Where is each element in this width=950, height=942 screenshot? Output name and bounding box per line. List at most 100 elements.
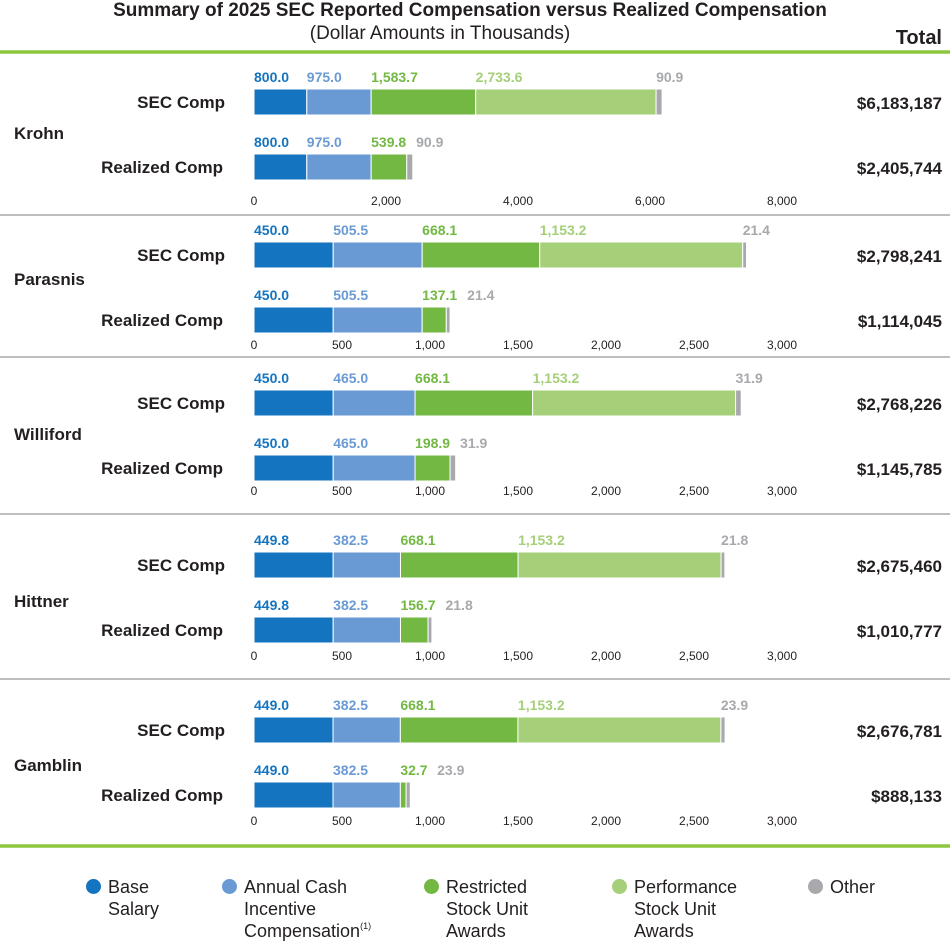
x-tick-label: 6,000 bbox=[635, 194, 665, 208]
data-label-other: 21.8 bbox=[445, 597, 472, 613]
row-label: SEC Comp bbox=[137, 394, 225, 413]
x-tick-label: 2,500 bbox=[679, 649, 709, 663]
bar-segment-psu bbox=[475, 88, 657, 116]
data-label-rsu: 1,583.7 bbox=[371, 69, 418, 85]
data-label-rsu: 539.8 bbox=[371, 134, 406, 150]
row-label: SEC Comp bbox=[137, 556, 225, 575]
x-tick-label: 2,000 bbox=[591, 814, 621, 828]
row-label: Realized Comp bbox=[101, 786, 223, 805]
bar-segment-other bbox=[405, 781, 411, 809]
data-label-base-salary: 800.0 bbox=[254, 69, 289, 85]
bar-segment-annual-cash bbox=[332, 551, 401, 579]
x-tick-label: 1,500 bbox=[503, 649, 533, 663]
data-label-psu: 1,153.2 bbox=[540, 222, 587, 238]
data-label-other: 21.4 bbox=[743, 222, 770, 238]
legend-item-other: Other bbox=[808, 876, 875, 898]
bar-segment-rsu bbox=[399, 616, 429, 644]
bar-segment-base-salary bbox=[253, 241, 334, 269]
data-label-annual-cash: 505.5 bbox=[333, 287, 368, 303]
bar-segment-annual-cash bbox=[332, 389, 416, 417]
x-tick-label: 3,000 bbox=[767, 814, 797, 828]
bar-segment-other bbox=[720, 551, 726, 579]
x-tick-label: 3,000 bbox=[767, 484, 797, 498]
data-label-other: 31.9 bbox=[736, 370, 763, 386]
data-label-base-salary: 449.0 bbox=[254, 697, 289, 713]
data-label-annual-cash: 382.5 bbox=[333, 697, 368, 713]
bar-segment-rsu bbox=[399, 781, 407, 809]
x-tick-label: 1,500 bbox=[503, 338, 533, 352]
bar-segment-rsu bbox=[414, 389, 534, 417]
row-label: Realized Comp bbox=[101, 311, 223, 330]
x-tick-label: 3,000 bbox=[767, 338, 797, 352]
data-label-rsu: 137.1 bbox=[422, 287, 457, 303]
data-label-annual-cash: 382.5 bbox=[333, 762, 368, 778]
data-label-base-salary: 450.0 bbox=[254, 435, 289, 451]
bar-segment-base-salary bbox=[253, 454, 334, 482]
bar-segment-other bbox=[427, 616, 433, 644]
row-total: $1,010,777 bbox=[857, 622, 942, 641]
bar-segment-annual-cash bbox=[332, 781, 401, 809]
bar-segment-annual-cash bbox=[332, 306, 423, 334]
x-tick-label: 2,000 bbox=[591, 649, 621, 663]
bar-segment-base-salary bbox=[253, 389, 334, 417]
data-label-annual-cash: 465.0 bbox=[333, 435, 368, 451]
data-label-base-salary: 449.0 bbox=[254, 762, 289, 778]
chart-title: Summary of 2025 SEC Reported Compensatio… bbox=[113, 0, 827, 21]
data-label-annual-cash: 505.5 bbox=[333, 222, 368, 238]
x-tick-label: 1,500 bbox=[503, 814, 533, 828]
x-tick-label: 2,500 bbox=[679, 484, 709, 498]
bar-segment-psu bbox=[532, 389, 737, 417]
bar-segment-rsu bbox=[399, 716, 519, 744]
data-label-rsu: 156.7 bbox=[400, 597, 435, 613]
executive-name: Williford bbox=[14, 425, 82, 444]
legend-label: Other bbox=[830, 877, 876, 897]
bar-segment-rsu bbox=[370, 153, 408, 181]
x-tick-label: 0 bbox=[251, 649, 258, 663]
data-label-other: 90.9 bbox=[656, 69, 683, 85]
legend-label: Performance Stock Unit Awards bbox=[634, 877, 738, 941]
bar-segment-rsu bbox=[370, 88, 477, 116]
legend-item-base-salary: Base Salary bbox=[86, 876, 159, 920]
x-tick-label: 2,000 bbox=[591, 484, 621, 498]
bar-segment-psu bbox=[517, 716, 722, 744]
data-label-rsu: 668.1 bbox=[415, 370, 450, 386]
bar-segment-base-salary bbox=[253, 306, 334, 334]
x-tick-label: 4,000 bbox=[503, 194, 533, 208]
data-label-psu: 1,153.2 bbox=[518, 532, 565, 548]
bar-segment-other bbox=[655, 88, 663, 116]
legend-item-rsu: Restricted Stock Unit Awards bbox=[424, 876, 528, 942]
bar-segment-annual-cash bbox=[332, 616, 401, 644]
legend-label: Restricted Stock Unit Awards bbox=[446, 877, 529, 941]
bar-segment-other bbox=[720, 716, 726, 744]
row-label: Realized Comp bbox=[101, 459, 223, 478]
bar-segment-rsu bbox=[399, 551, 519, 579]
legend-swatch bbox=[222, 879, 237, 894]
executive-name: Gamblin bbox=[14, 756, 82, 775]
data-label-base-salary: 800.0 bbox=[254, 134, 289, 150]
data-label-annual-cash: 465.0 bbox=[333, 370, 368, 386]
executive-name: Parasnis bbox=[14, 270, 85, 289]
data-label-base-salary: 450.0 bbox=[254, 370, 289, 386]
legend-label: Annual Cash Incentive Compensation(1) bbox=[244, 877, 372, 941]
chart-subtitle: (Dollar Amounts in Thousands) bbox=[309, 23, 571, 44]
compensation-chart: Krohn SEC Comp $6,183,187 800.0 975.0 1,583.7… bbox=[0, 50, 950, 848]
data-label-rsu: 32.7 bbox=[400, 762, 427, 778]
legend-label: Base Salary bbox=[108, 877, 160, 919]
row-label: Realized Comp bbox=[101, 158, 223, 177]
bar-segment-rsu bbox=[414, 454, 451, 482]
data-label-other: 23.9 bbox=[437, 762, 464, 778]
x-tick-label: 0 bbox=[251, 814, 258, 828]
executive-name: Hittner bbox=[14, 592, 69, 611]
legend-footnote-marker: (1) bbox=[360, 921, 372, 931]
data-label-psu: 1,153.2 bbox=[518, 697, 565, 713]
row-total: $2,768,226 bbox=[857, 395, 942, 414]
bar-segment-base-salary bbox=[253, 551, 334, 579]
data-label-other: 21.8 bbox=[721, 532, 748, 548]
bar-segment-base-salary bbox=[253, 88, 308, 116]
x-tick-label: 500 bbox=[332, 484, 352, 498]
x-tick-label: 1,500 bbox=[503, 484, 533, 498]
bar-segment-rsu bbox=[421, 241, 541, 269]
bar-segment-base-salary bbox=[253, 153, 308, 181]
row-label: SEC Comp bbox=[137, 93, 225, 112]
bar-segment-rsu bbox=[421, 306, 447, 334]
